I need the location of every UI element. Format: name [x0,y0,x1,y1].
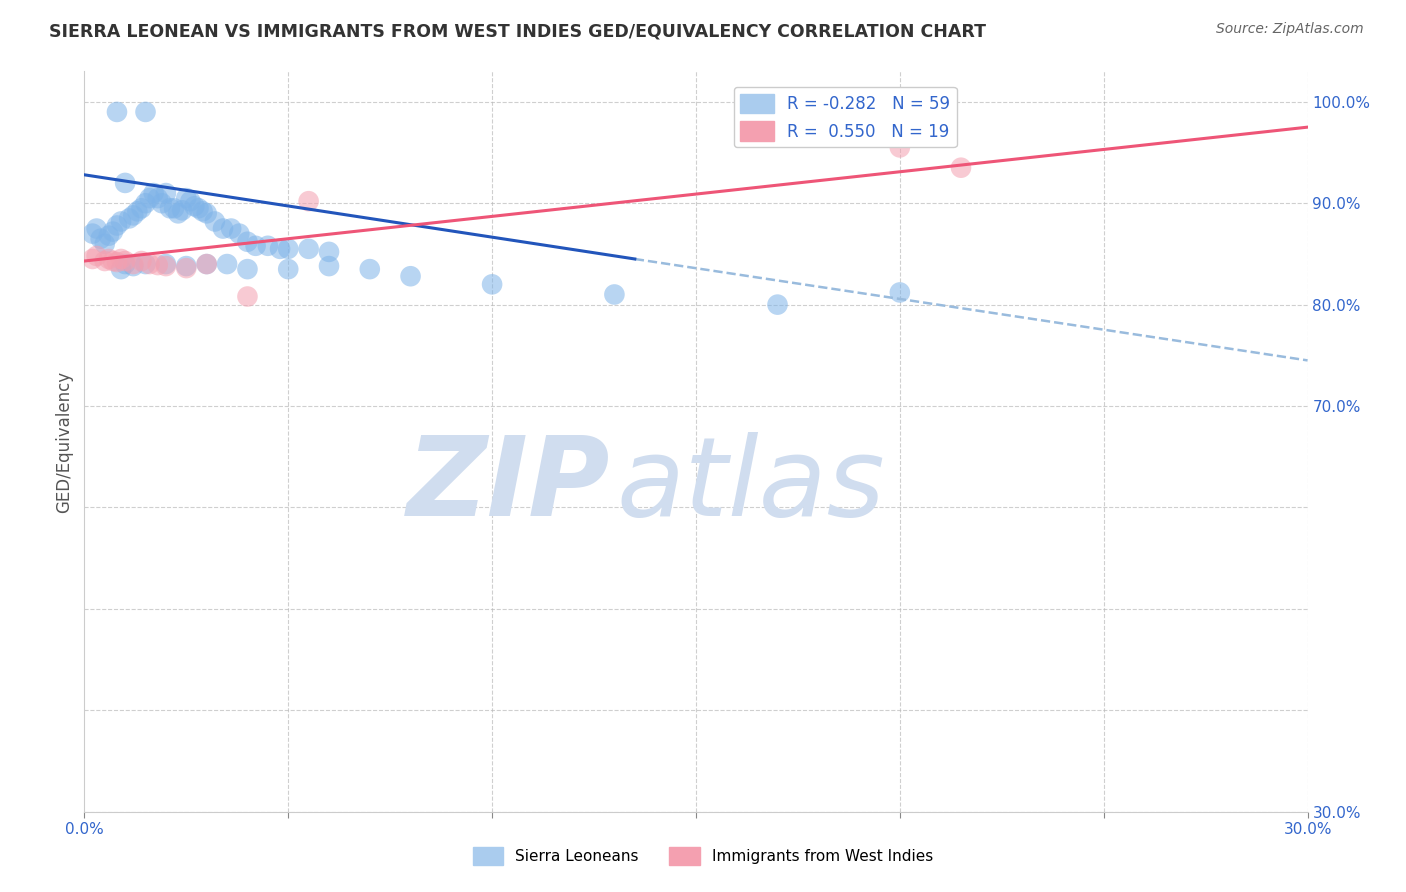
Point [146,258,169,272]
Point [90,232,112,246]
Legend: R = -0.282   N = 59, R =  0.550   N = 19: R = -0.282 N = 59, R = 0.550 N = 19 [734,87,956,147]
Point [105,255,128,269]
Point [298,194,321,209]
Point [101,254,124,268]
Point [889,285,911,300]
Point [245,239,267,253]
Point [114,176,136,190]
Point [105,104,128,119]
Point [236,235,259,249]
Point [82,227,104,241]
Point [257,239,280,253]
Point [110,252,132,266]
Point [135,196,157,211]
Point [603,287,626,301]
Point [114,257,136,271]
Legend: Sierra Leoneans, Immigrants from West Indies: Sierra Leoneans, Immigrants from West In… [467,841,939,871]
Point [86,221,108,235]
Point [159,201,181,215]
Point [93,236,115,251]
Point [183,199,205,213]
Point [138,257,160,271]
Point [97,228,120,243]
Text: atlas: atlas [616,433,886,540]
Point [127,204,149,219]
Point [131,201,153,215]
Point [277,262,299,277]
Point [212,221,235,235]
Text: Source: ZipAtlas.com: Source: ZipAtlas.com [1216,22,1364,37]
Point [118,211,141,226]
Point [228,227,250,241]
Point [122,257,145,271]
Point [195,257,218,271]
Point [195,257,218,271]
Point [269,242,291,256]
Point [174,191,197,205]
Point [195,206,218,220]
Point [399,269,422,284]
Point [174,259,197,273]
Point [172,203,194,218]
Point [277,242,299,256]
Point [97,252,120,266]
Point [110,214,132,228]
Point [138,191,160,205]
Text: SIERRA LEONEAN VS IMMIGRANTS FROM WEST INDIES GED/EQUIVALENCY CORRELATION CHART: SIERRA LEONEAN VS IMMIGRANTS FROM WEST I… [49,22,986,40]
Point [318,259,340,273]
Point [155,259,177,273]
Point [481,277,503,292]
Point [204,214,226,228]
Point [101,225,124,239]
Point [131,254,153,268]
Point [110,262,132,277]
Point [155,186,177,200]
Point [889,140,911,154]
Point [191,204,214,219]
Point [135,104,157,119]
Point [179,194,201,209]
Point [950,161,973,175]
Point [135,257,157,271]
Point [236,262,259,277]
Point [359,262,381,277]
Y-axis label: GED/Equivalency: GED/Equivalency [55,370,73,513]
Text: ZIP: ZIP [406,433,610,540]
Point [236,289,259,303]
Point [167,206,190,220]
Point [219,221,242,235]
Point [766,298,789,312]
Point [187,201,209,215]
Point [163,201,186,215]
Point [93,254,115,268]
Point [217,257,239,271]
Point [86,249,108,263]
Point [142,186,165,200]
Point [150,196,173,211]
Point [114,254,136,268]
Point [298,242,321,256]
Point [105,219,128,233]
Point [122,208,145,222]
Point [146,191,169,205]
Point [174,261,197,276]
Point [155,257,177,271]
Point [122,259,145,273]
Point [318,244,340,259]
Point [82,252,104,266]
